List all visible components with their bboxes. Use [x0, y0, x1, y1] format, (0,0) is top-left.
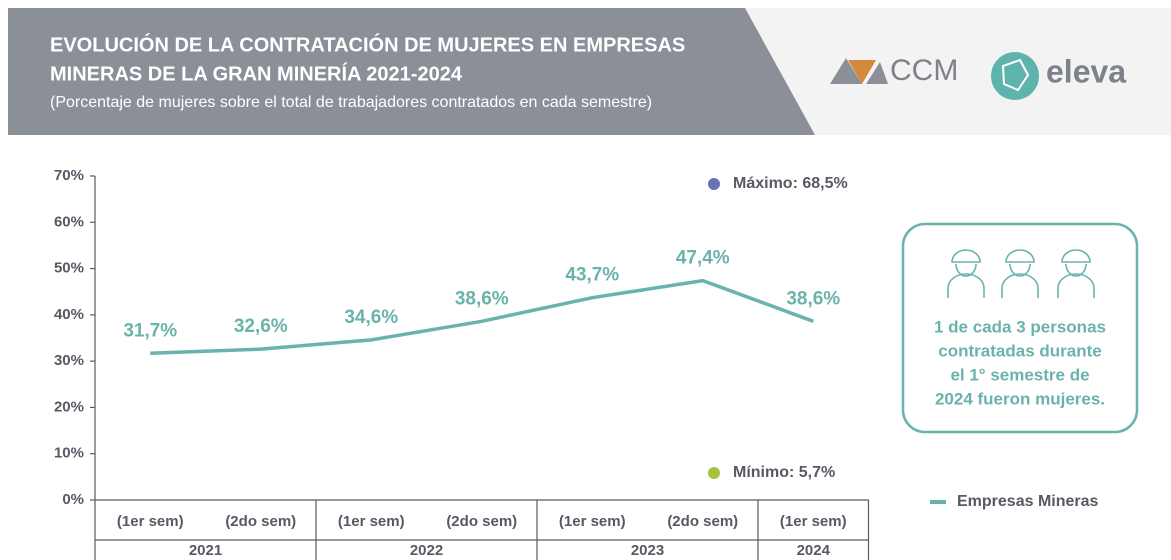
callout-text: 1 de cada 3 personas: [934, 317, 1106, 336]
annotation: Mínimo: 5,7%: [733, 464, 835, 481]
title-line: EVOLUCIÓN DE LA CONTRATACIÓN DE MUJERES …: [50, 32, 685, 56]
year-label: 2024: [797, 542, 831, 559]
y-tick-label: 60%: [54, 213, 84, 230]
y-tick-label: 40%: [54, 306, 84, 323]
header-band: [8, 8, 815, 135]
data-label: 38,6%: [455, 288, 509, 309]
logo-shape: [848, 60, 876, 84]
logo-text: eleva: [1046, 53, 1126, 89]
y-tick-label: 30%: [54, 352, 84, 369]
logo-shape: [1001, 58, 1030, 92]
data-label: 34,6%: [344, 307, 398, 328]
legend-label: Empresas Mineras: [957, 493, 1099, 510]
annotation-dot: [708, 178, 720, 190]
data-label: 43,7%: [565, 265, 619, 286]
y-tick-label: 10%: [54, 445, 84, 462]
title-line: MINERAS DE LA GRAN MINERÍA 2021-2024: [50, 62, 463, 85]
x-tick-label: (1er sem): [559, 513, 626, 530]
x-tick-label: (1er sem): [780, 513, 847, 530]
y-tick-label: 0%: [62, 491, 84, 508]
callout-text: contratadas durante: [938, 341, 1101, 360]
y-tick-label: 50%: [54, 260, 84, 277]
worker-icons: [947, 249, 1095, 298]
logo-shape: [866, 62, 888, 84]
x-tick-label: (2do sem): [225, 513, 296, 530]
x-tick-label: (2do sem): [667, 513, 738, 530]
data-label: 47,4%: [676, 248, 730, 269]
logo-shape: [830, 58, 862, 84]
callout-text: 2024 fueron mujeres.: [935, 389, 1105, 408]
series-line: [150, 278, 814, 356]
callout-text: el 1° semestre de: [950, 365, 1089, 384]
header-right-bg: [740, 8, 1171, 135]
subtitle: (Porcentaje de mujeres sobre el total de…: [50, 94, 652, 111]
annotation: Máximo: 68,5%: [733, 175, 848, 192]
worker-icon: [947, 249, 985, 298]
data-label: 32,6%: [234, 316, 288, 337]
logo-shape: [991, 52, 1039, 100]
data-label: 31,7%: [123, 320, 177, 341]
callout-box: [901, 222, 1139, 434]
ccm-logo: CCM: [830, 54, 958, 87]
annotation-dot: [708, 467, 720, 479]
x-tick-label: (1er sem): [117, 513, 184, 530]
y-tick-label: 70%: [54, 167, 84, 184]
eleva-logo: eleva: [991, 52, 1126, 100]
year-label: 2023: [631, 542, 664, 559]
worker-icon: [1001, 249, 1039, 298]
data-label: 38,6%: [786, 288, 840, 309]
logo-text: CCM: [890, 54, 958, 87]
year-label: 2022: [410, 542, 443, 559]
x-tick-label: (1er sem): [338, 513, 405, 530]
x-tick-label: (2do sem): [446, 513, 517, 530]
worker-icon: [1057, 249, 1095, 298]
y-tick-label: 20%: [54, 398, 84, 415]
year-label: 2021: [189, 542, 222, 559]
